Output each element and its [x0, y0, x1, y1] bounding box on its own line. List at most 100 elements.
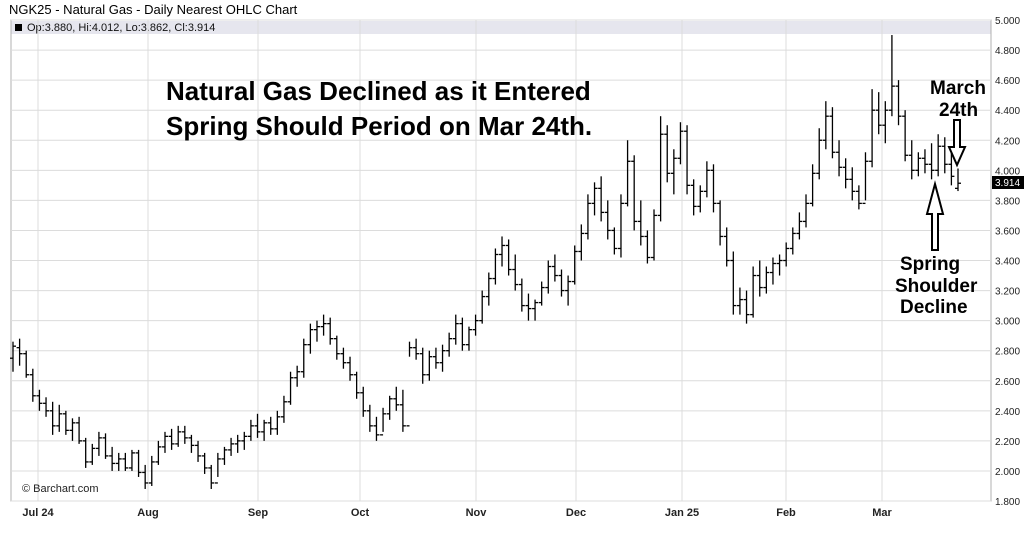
ohlc-bar — [23, 350, 30, 378]
ohlc-bar — [644, 230, 651, 264]
ohlc-bar — [307, 323, 314, 354]
ohlc-bar — [955, 168, 961, 192]
ohlc-bar — [670, 149, 677, 195]
march-label-line-1: March — [930, 78, 986, 99]
y-tick-label: 2.000 — [995, 467, 1020, 478]
chart-title: NGK25 - Natural Gas - Daily Nearest OHLC… — [9, 2, 298, 17]
ohlc-bar — [941, 137, 948, 174]
ohlc-bar — [657, 116, 664, 222]
ohlc-bar — [327, 317, 334, 345]
ohlc-bar — [651, 209, 658, 261]
ohlc-readout: Op:3.880, Hi:4.012, Lo:3.862, Cl:3.914 — [27, 22, 215, 34]
ohlc-bar — [380, 407, 387, 436]
ohlc-bar — [399, 389, 406, 432]
x-tick-label: Jan 25 — [665, 507, 699, 519]
ohlc-bar — [254, 413, 261, 438]
ohlc-bar — [95, 431, 102, 456]
y-tick-label: 5.000 — [995, 16, 1020, 27]
ohlc-bar — [320, 314, 327, 336]
ohlc-bar — [855, 185, 862, 210]
ohlc-bar — [578, 224, 585, 261]
ohlc-bar — [76, 416, 83, 444]
ohlc-bar — [360, 386, 367, 417]
y-tick-label: 2.400 — [995, 407, 1020, 418]
spring-label-line-2: Shoulder — [895, 276, 978, 297]
ohlc-bar — [862, 152, 869, 205]
y-tick-label: 4.800 — [995, 46, 1020, 57]
y-tick-label: 4.600 — [995, 76, 1020, 87]
x-tick-label: Nov — [466, 507, 488, 519]
ohlc-bar — [340, 347, 347, 369]
ohlc-bar — [261, 419, 268, 441]
ohlc-bar — [499, 236, 506, 267]
ohlc-bar — [201, 452, 208, 474]
ohlc-bar — [386, 395, 393, 420]
ohlc-bar — [69, 418, 76, 441]
ohlc-bar — [109, 446, 116, 471]
ohlc-bar — [928, 143, 935, 180]
ohlc-bar — [135, 449, 142, 477]
ohlc-bar — [452, 314, 459, 345]
ohlc-bar — [472, 314, 479, 336]
ohlc-bar — [62, 410, 69, 435]
ohlc-bar — [148, 455, 155, 486]
headline-line-1: Natural Gas Declined as it Entered — [166, 76, 591, 106]
ohlc-bar — [366, 404, 373, 432]
ohlc-bar — [829, 107, 836, 159]
march-label-line-2: 24th — [939, 100, 978, 121]
y-tick-label: 2.800 — [995, 347, 1020, 358]
ohlc-bar — [142, 464, 149, 489]
ohlc-bar — [935, 134, 942, 177]
ohlc-bar — [188, 434, 195, 453]
ohlc-bar — [730, 251, 737, 315]
ohlc-bar — [29, 368, 36, 402]
ohlc-bar — [888, 35, 895, 117]
x-tick-label: Jul 24 — [22, 507, 54, 519]
ohlc-bar — [776, 254, 783, 276]
ohlc-bar — [697, 185, 704, 213]
ohlc-bar — [393, 386, 400, 411]
ohlc-bar — [736, 287, 743, 315]
ohlc-bar — [604, 200, 611, 240]
ohlc-bar — [750, 266, 757, 318]
ohlc-bar — [406, 341, 413, 427]
ohlc-bar — [684, 125, 691, 195]
ohlc-bar — [664, 125, 671, 183]
ohlc-bar — [809, 164, 816, 207]
ohlc-bar — [228, 437, 235, 456]
ohlc-bar — [756, 260, 763, 297]
ohlc-bar — [869, 89, 876, 168]
ohlc-bar — [902, 110, 909, 162]
ohlc-bar — [155, 440, 162, 465]
ohlc-bar — [551, 254, 558, 282]
ohlc-bar — [611, 227, 618, 255]
ohlc-bar — [617, 194, 624, 258]
ohlc-bar — [532, 299, 539, 321]
ohlc-bar — [333, 335, 340, 360]
ohlc-bar — [267, 416, 274, 435]
spring-label-line-3: Decline — [900, 297, 968, 318]
ohlc-bar — [769, 257, 776, 285]
ohlc-bar — [294, 365, 301, 387]
ohlc-bar — [247, 419, 254, 441]
ohlc-bar — [783, 242, 790, 267]
ohlc-bar — [571, 245, 578, 285]
ohlc-bar — [115, 452, 122, 471]
ohlc-bar — [234, 434, 241, 453]
ohlc-bar — [168, 428, 175, 450]
ohlc-bar — [836, 140, 843, 177]
y-tick-label: 4.000 — [995, 166, 1020, 177]
ohlc-bar — [690, 179, 697, 216]
ohlc-bar — [915, 152, 922, 177]
ohlc-bar — [723, 227, 730, 267]
ohlc-bar — [816, 128, 823, 180]
ohlc-bar — [908, 140, 915, 180]
down-arrow-icon — [947, 119, 967, 168]
ohlc-bar — [241, 431, 248, 450]
ohlc-bar — [545, 260, 552, 294]
ohlc-bar — [413, 338, 420, 360]
ohlc-bar — [842, 158, 849, 189]
ohlc-bar — [82, 437, 89, 468]
ohlc-bar — [446, 332, 453, 357]
ohlc-bar — [89, 443, 96, 465]
